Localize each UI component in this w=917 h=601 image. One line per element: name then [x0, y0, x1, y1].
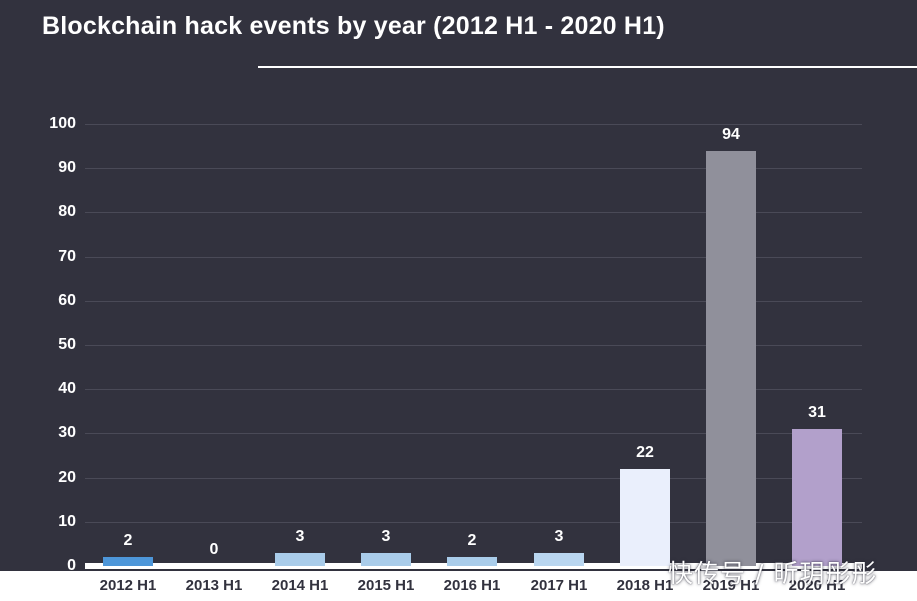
y-axis-tick-label: 40 — [58, 380, 76, 397]
y-axis-tick-label: 30 — [58, 424, 76, 441]
watermark-text: 快传号 / 昕玥彤彤 — [668, 559, 878, 588]
chart-title: Blockchain hack events by year (2012 H1 … — [42, 12, 665, 40]
bar-value-label: 2 — [467, 532, 477, 549]
y-axis-tick-label: 20 — [58, 469, 76, 486]
bar — [792, 429, 842, 566]
gridline — [85, 389, 862, 390]
bar — [275, 553, 325, 566]
bar-value-label: 3 — [554, 528, 564, 545]
gridline — [85, 257, 862, 258]
title-underline — [258, 66, 917, 68]
gridline — [85, 345, 862, 346]
bar-value-label: 94 — [722, 126, 740, 143]
bar — [447, 557, 497, 566]
y-axis-tick-label: 10 — [58, 513, 76, 530]
x-axis-line — [85, 563, 862, 569]
bar — [534, 553, 584, 566]
gridline — [85, 212, 862, 213]
bar — [620, 469, 670, 566]
x-axis-category-label: 2019 H1 — [702, 577, 760, 594]
bar-value-label: 31 — [808, 404, 826, 421]
gridline — [85, 478, 862, 479]
x-axis-strip — [0, 571, 917, 601]
x-axis-category-label: 2017 H1 — [530, 577, 588, 594]
y-axis-tick-label: 80 — [58, 203, 76, 220]
bar-value-label: 22 — [636, 444, 654, 461]
bar-value-label: 3 — [381, 528, 391, 545]
x-axis-category-label: 2013 H1 — [185, 577, 243, 594]
x-axis-category-label: 2018 H1 — [616, 577, 674, 594]
y-axis-tick-label: 70 — [58, 248, 76, 265]
x-axis-category-label: 2015 H1 — [357, 577, 415, 594]
bar — [361, 553, 411, 566]
bar-value-label: 2 — [123, 532, 133, 549]
gridline — [85, 124, 862, 125]
x-axis-category-label: 2014 H1 — [271, 577, 329, 594]
x-axis-category-label: 2012 H1 — [99, 577, 157, 594]
y-axis-tick-label: 60 — [58, 292, 76, 309]
bar — [103, 557, 153, 566]
gridline — [85, 433, 862, 434]
y-axis-tick-label: 90 — [58, 159, 76, 176]
y-axis-tick-label: 0 — [67, 557, 76, 574]
gridline — [85, 168, 862, 169]
y-axis-tick-label: 50 — [58, 336, 76, 353]
x-axis-category-label: 2016 H1 — [443, 577, 501, 594]
gridline — [85, 301, 862, 302]
bar-value-label: 3 — [295, 528, 305, 545]
y-axis-tick-label: 100 — [49, 115, 76, 132]
bar-value-label: 0 — [209, 541, 219, 558]
x-axis-category-label: 2020 H1 — [788, 577, 846, 594]
gridline — [85, 522, 862, 523]
bar — [706, 151, 756, 566]
